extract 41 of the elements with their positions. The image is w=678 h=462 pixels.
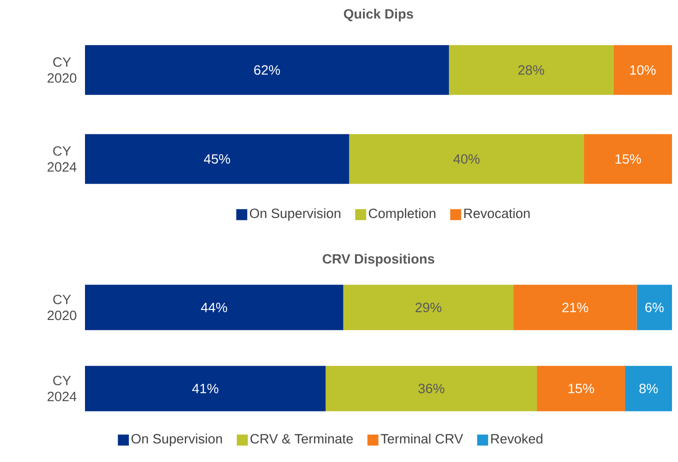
legend-label: Terminal CRV (380, 434, 464, 444)
data-label: 6% (645, 302, 664, 312)
bar (636, 284, 672, 330)
y-tick-label: CY 2020 (48, 57, 76, 83)
bar (85, 366, 326, 412)
data-label: 29% (416, 302, 442, 312)
chart-title: CRV Dispositions (322, 254, 434, 266)
bar (349, 134, 584, 184)
chart-title: Quick Dips (344, 8, 414, 22)
data-label: 36% (418, 384, 444, 394)
bar (326, 366, 537, 412)
data-label: 44% (200, 302, 228, 312)
legend-label: Completion (368, 208, 436, 221)
data-label: 21% (562, 302, 588, 312)
data-label: 15% (568, 384, 594, 394)
data-label: 10% (630, 65, 656, 75)
legend-label: CRV & Terminate (250, 434, 353, 444)
legend-label: On Supervision (132, 434, 222, 446)
bar (514, 284, 637, 330)
data-label: 15% (616, 154, 641, 164)
bar (613, 45, 672, 95)
bar (85, 134, 350, 184)
bar (536, 366, 626, 412)
data-label: 40% (453, 154, 480, 164)
data-label: 45% (204, 154, 230, 164)
legend-label: On Supervision (250, 208, 340, 221)
y-tick-label: CY 2020 (48, 294, 76, 320)
data-label: 8% (639, 384, 658, 394)
data-label: 62% (254, 65, 280, 75)
data-label: 28% (518, 65, 544, 75)
legend-label: Revoked (491, 434, 542, 444)
bar (343, 284, 514, 330)
bar (85, 284, 344, 330)
bar (85, 45, 449, 95)
y-tick-label: CY 2024 (48, 146, 76, 172)
legend-label: Revocation (464, 208, 530, 218)
data-label: 41% (192, 384, 218, 394)
bar (625, 366, 672, 412)
bar (448, 45, 614, 95)
bar (584, 134, 672, 184)
y-tick-label: CY 2024 (48, 376, 76, 402)
